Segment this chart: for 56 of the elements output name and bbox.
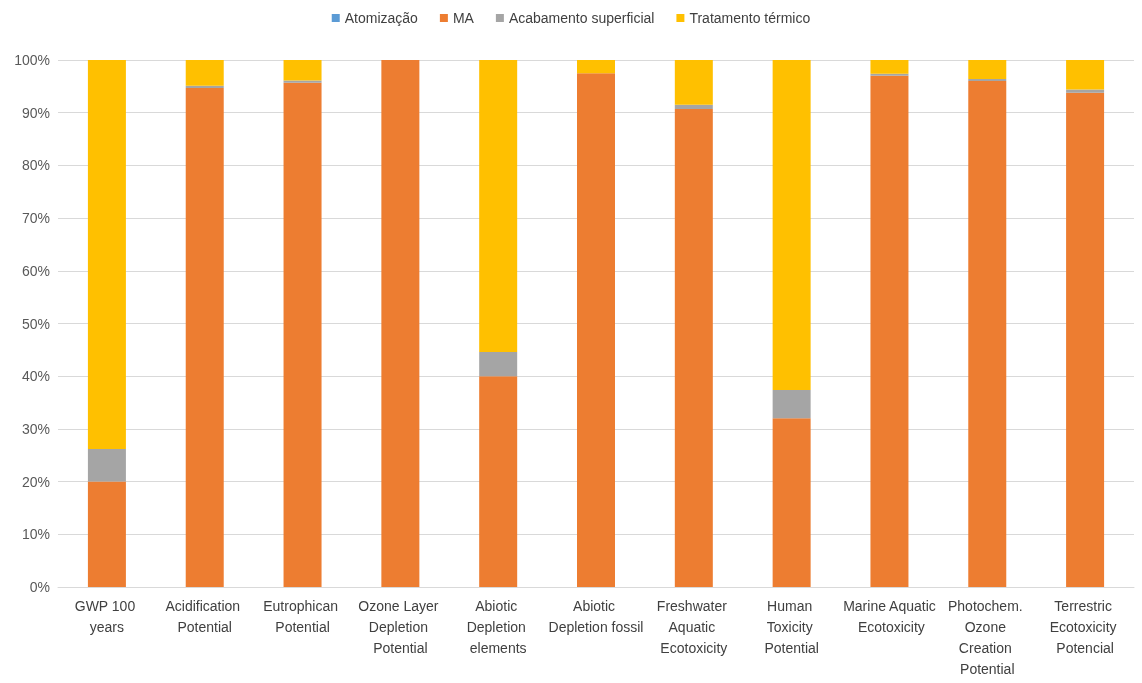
y-tick-label: 40% bbox=[21, 368, 50, 385]
y-tick-label: 50% bbox=[21, 315, 50, 332]
bar bbox=[87, 448, 126, 482]
bar bbox=[185, 87, 224, 587]
bar bbox=[674, 109, 713, 587]
bar bbox=[87, 481, 126, 587]
x-tick-label: Abiotic Depletion elements bbox=[466, 597, 530, 656]
x-tick-label: Eutrophican Potential bbox=[263, 597, 342, 635]
bar bbox=[870, 60, 909, 74]
bar bbox=[185, 60, 224, 86]
bar bbox=[1066, 92, 1105, 587]
bar bbox=[577, 73, 615, 587]
y-tick-label: 90% bbox=[21, 104, 50, 121]
x-tick-label: GWP 100 years bbox=[74, 597, 140, 635]
bar bbox=[185, 85, 224, 88]
bar bbox=[772, 60, 811, 390]
bar bbox=[577, 60, 615, 74]
bar bbox=[479, 60, 518, 352]
bar bbox=[674, 104, 713, 110]
x-tick-label: Human Toxicity Potential bbox=[764, 597, 819, 656]
y-tick-label: 60% bbox=[21, 262, 50, 279]
bar bbox=[283, 60, 322, 81]
x-tick-label: Terrestric Ecotoxicity Potencial bbox=[1049, 597, 1121, 656]
bar bbox=[870, 75, 909, 587]
legend-label: MA bbox=[452, 10, 475, 26]
bar bbox=[772, 389, 811, 419]
legend-label: Atomização bbox=[344, 10, 419, 26]
bar bbox=[381, 60, 420, 587]
x-tick-label: Abiotic Depletion fossil bbox=[548, 597, 644, 635]
bar bbox=[968, 78, 1007, 82]
legend-label: Acabamento superficial bbox=[508, 10, 655, 26]
y-tick-label: 20% bbox=[21, 473, 50, 490]
bar bbox=[674, 60, 713, 105]
y-tick-label: 0% bbox=[29, 579, 50, 595]
y-tick-label: 80% bbox=[21, 157, 50, 174]
legend-label: Tratamento térmico bbox=[689, 10, 811, 26]
y-tick-label: 100% bbox=[14, 52, 50, 68]
x-tick-label: Marine Aquatic Ecotoxicity bbox=[843, 597, 936, 635]
x-tick-label: Freshwater Aquatic Ecotoxicity bbox=[656, 597, 731, 656]
bar bbox=[283, 80, 322, 83]
bar bbox=[479, 376, 518, 587]
y-tick-label: 10% bbox=[21, 526, 50, 543]
y-tick-label: 70% bbox=[21, 210, 50, 227]
bar bbox=[479, 351, 518, 377]
bar bbox=[87, 60, 126, 449]
y-tick-label: 30% bbox=[21, 420, 50, 437]
bar bbox=[968, 60, 1007, 79]
bar bbox=[968, 81, 1007, 587]
x-tick-label: Ozone Layer Depletion Potential bbox=[358, 597, 443, 656]
bar bbox=[1066, 60, 1105, 90]
x-tick-label: Acidification Potential bbox=[165, 597, 245, 635]
bar bbox=[283, 82, 322, 587]
x-tick-label: Photochem. Ozone Creation Potential bbox=[947, 597, 1027, 677]
bar bbox=[1066, 89, 1105, 93]
bar bbox=[870, 73, 909, 76]
bar bbox=[772, 418, 811, 587]
